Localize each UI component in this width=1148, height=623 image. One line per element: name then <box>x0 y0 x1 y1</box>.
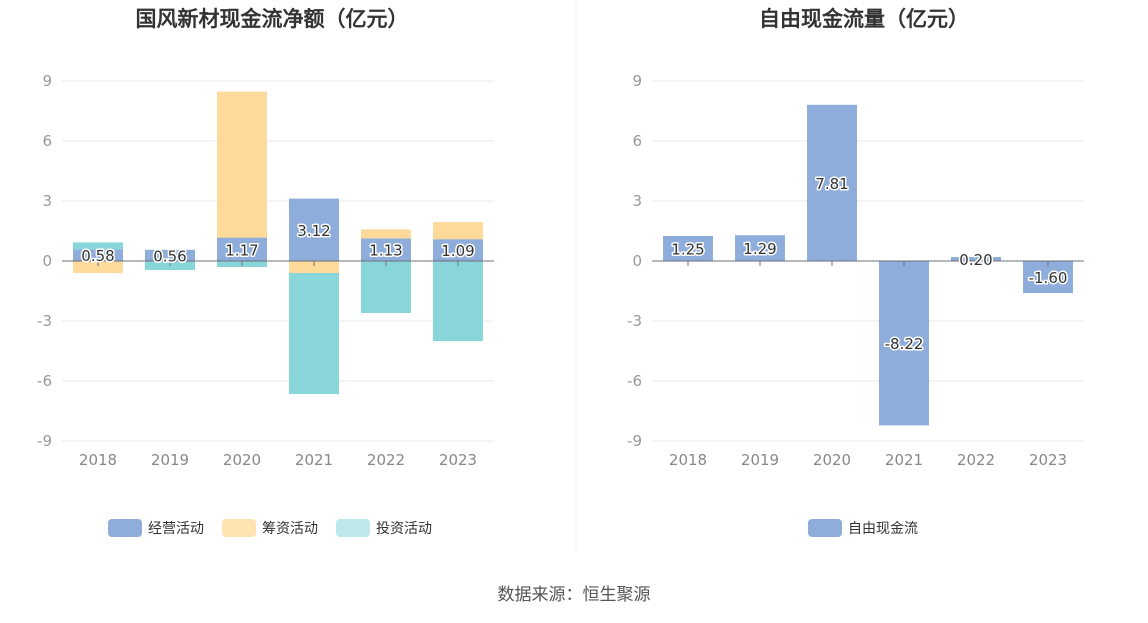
bar-investing-2023[interactable] <box>433 261 483 341</box>
cashflow-chart-title: 国风新材现金流净额（亿元） <box>136 7 409 31</box>
y-tick-label: 6 <box>632 132 642 150</box>
x-tick-label: 2022 <box>367 451 405 469</box>
bar-financing-2021[interactable] <box>289 261 339 273</box>
bar-financing-2020[interactable] <box>217 91 267 238</box>
bar-value-label: 0.20 <box>959 251 992 269</box>
bar-operating-2022[interactable] <box>361 238 411 261</box>
y-tick-label: -6 <box>627 372 642 390</box>
y-tick-label: -6 <box>37 372 52 390</box>
x-tick-label: 2018 <box>669 451 707 469</box>
y-tick-label: 3 <box>632 192 642 210</box>
x-tick-label: 2023 <box>1029 451 1067 469</box>
bar-value-label: 0.56 <box>153 247 186 265</box>
y-tick-label: 3 <box>42 192 52 210</box>
bar-investing-2021[interactable] <box>289 273 339 394</box>
bar-value-label: 1.25 <box>671 241 704 259</box>
x-tick-label: 2021 <box>885 451 923 469</box>
legend-swatch[interactable] <box>808 519 842 537</box>
bar-value-label: -1.60 <box>1029 269 1068 287</box>
bar-value-label: 0.58 <box>81 247 114 265</box>
bar-value-label: 1.17 <box>225 241 258 259</box>
legend-label[interactable]: 经营活动 <box>148 521 204 537</box>
y-tick-label: 6 <box>42 132 52 150</box>
bar-value-label: 1.29 <box>743 240 776 258</box>
bar-free-cashflow-2018[interactable] <box>663 236 713 261</box>
y-tick-label: -3 <box>627 312 642 330</box>
bar-operating-2019[interactable] <box>145 249 195 261</box>
free-cashflow-chart-panel: 自由现金流量（亿元） 9 6 3 0 -3 -6 -9 2018 2019 2020 2021 202… <box>627 7 1084 537</box>
legend-label[interactable]: 筹资活动 <box>262 520 318 537</box>
bar-value-label: 3.12 <box>297 222 330 240</box>
bar-value-label: 1.13 <box>369 242 402 260</box>
bar-free-cashflow-2019[interactable] <box>735 235 785 261</box>
bar-value-label: 7.81 <box>815 175 848 193</box>
x-tick-label: 2023 <box>439 451 477 469</box>
bar-value-label: -8.22 <box>885 335 924 353</box>
legend-swatch[interactable] <box>336 519 370 537</box>
bar-investing-2018[interactable] <box>73 242 123 250</box>
y-tick-label: 0 <box>42 252 52 270</box>
bar-financing-2023[interactable] <box>433 222 483 240</box>
bar-financing-2018[interactable] <box>73 261 123 273</box>
data-source-note: 数据来源：恒生聚源 <box>497 585 651 605</box>
x-tick-label: 2018 <box>79 451 117 469</box>
y-tick-label: 9 <box>42 72 52 90</box>
legend-label[interactable]: 投资活动 <box>376 521 432 537</box>
bar-operating-2023[interactable] <box>433 239 483 261</box>
y-tick-label: -9 <box>37 432 52 450</box>
bar-operating-2020[interactable] <box>217 237 267 261</box>
bar-operating-2018[interactable] <box>73 249 123 261</box>
bar-free-cashflow-2023[interactable] <box>1023 261 1073 293</box>
legend-swatch[interactable] <box>108 519 142 537</box>
y-tick-label: 9 <box>632 72 642 90</box>
y-tick-label: 0 <box>632 252 642 270</box>
x-tick-label: 2019 <box>741 451 779 469</box>
y-tick-label: -9 <box>627 432 642 450</box>
x-tick-label: 2020 <box>813 451 851 469</box>
bar-operating-2021[interactable] <box>289 198 339 261</box>
bar-free-cashflow-2021[interactable] <box>879 261 929 426</box>
x-tick-label: 2019 <box>151 451 189 469</box>
y-tick-label: -3 <box>37 312 52 330</box>
x-tick-label: 2022 <box>957 451 995 469</box>
bar-financing-2022[interactable] <box>361 229 411 239</box>
bar-free-cashflow-2022[interactable] <box>951 257 1001 261</box>
legend-swatch[interactable] <box>222 519 256 537</box>
bar-investing-2022[interactable] <box>361 261 411 313</box>
free-cashflow-chart-title: 自由现金流量（亿元） <box>759 7 969 31</box>
bar-value-label: 1.09 <box>441 242 474 260</box>
x-tick-label: 2021 <box>295 451 333 469</box>
x-tick-label: 2020 <box>223 451 261 469</box>
cashflow-chart-panel: 国风新材现金流净额（亿元） 9 6 3 0 -3 -6 -9 2018 2019 2020 2021… <box>37 7 494 537</box>
bar-free-cashflow-2020[interactable] <box>807 104 857 261</box>
legend-label[interactable]: 自由现金流 <box>848 521 918 537</box>
